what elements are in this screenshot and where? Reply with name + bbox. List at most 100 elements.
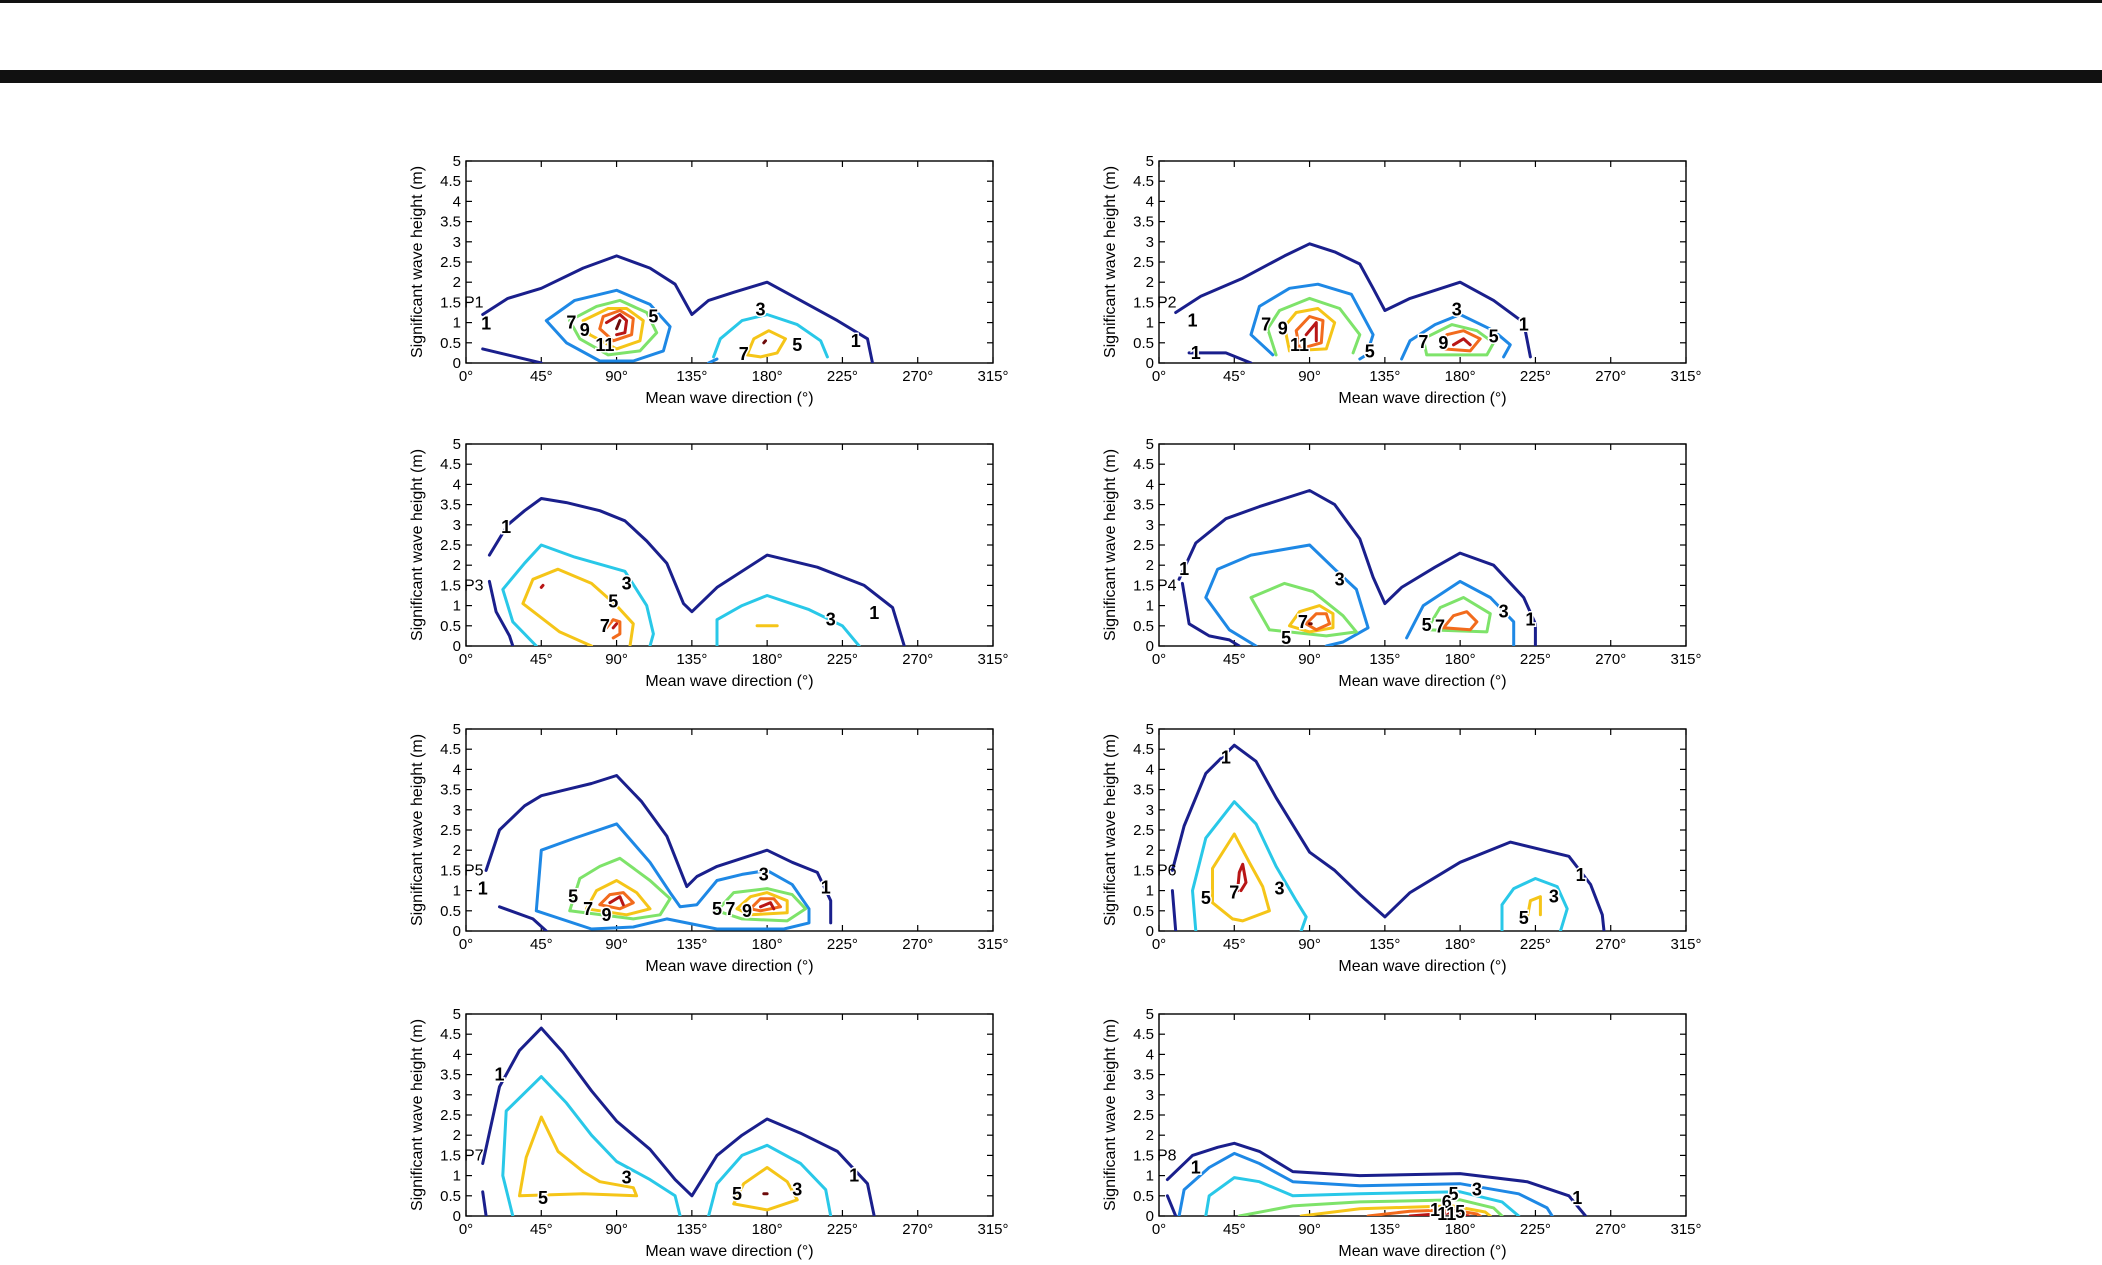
y-tick-label: 0 bbox=[453, 638, 461, 655]
y-tick-label: 3.5 bbox=[1133, 497, 1154, 514]
contour-label: 1 bbox=[1187, 311, 1197, 331]
x-tick-label: 135° bbox=[1369, 936, 1400, 953]
y-tick-label: 2 bbox=[453, 274, 461, 291]
y-tick-label: 3 bbox=[453, 1087, 461, 1104]
contour-line-level-5 bbox=[568, 298, 659, 357]
contour-group bbox=[481, 1026, 876, 1216]
contour-line-level-3 bbox=[1177, 1151, 1554, 1216]
y-tick-label: 0 bbox=[453, 923, 461, 940]
y-tick-label: 3.5 bbox=[1133, 782, 1154, 799]
contour-line-level-7 bbox=[1211, 832, 1271, 923]
panel-8: 0° 45° 90° 135° 180° 225° 270° 315° 0 0.5 1 1.5 2 2.5… bbox=[1102, 1006, 1702, 1260]
y-tick-label: 2 bbox=[1146, 1127, 1154, 1144]
contour-line-level-5 bbox=[1249, 581, 1358, 638]
contour-label: 7 bbox=[1229, 883, 1239, 903]
y-axis-title: Significant wave height (m) bbox=[409, 734, 426, 926]
contour-label: 5 bbox=[1422, 615, 1432, 635]
x-tick-label: 225° bbox=[1520, 651, 1551, 668]
contour-label: 3 bbox=[792, 1180, 802, 1200]
contour-label: 3 bbox=[755, 300, 765, 320]
contour-line-level-1 bbox=[1187, 351, 1253, 363]
contour-line-level-7 bbox=[1283, 307, 1337, 353]
y-tick-label: 5 bbox=[1146, 153, 1154, 170]
contour-label: 5 bbox=[568, 887, 578, 907]
y-tick-label: 2 bbox=[453, 557, 461, 574]
y-tick-label: 2 bbox=[1146, 557, 1154, 574]
x-tick-label: 0° bbox=[459, 368, 473, 385]
contour-line-level-1 bbox=[1177, 489, 1537, 646]
contour-label: 1 bbox=[1191, 343, 1201, 363]
contour-label: 3 bbox=[1335, 569, 1345, 589]
x-tick-label: 90° bbox=[1298, 368, 1321, 385]
y-tick-label: 3.5 bbox=[1133, 214, 1154, 231]
contour-label: 5 bbox=[792, 335, 802, 355]
top-rule-thin bbox=[0, 0, 2102, 3]
contour-line-level-3 bbox=[1405, 579, 1516, 646]
panel-6: 0° 45° 90° 135° 180° 225° 270° 315° 0 0.5 1 1.5 2 2.5… bbox=[1102, 721, 1702, 975]
contour-label: 6 bbox=[1442, 1192, 1452, 1212]
contour-label: 3 bbox=[1274, 879, 1284, 899]
contour-label: 9 bbox=[742, 901, 752, 921]
contour-line-level-7 bbox=[732, 1166, 799, 1212]
y-tick-label: 2 bbox=[1146, 274, 1154, 291]
y-tick-label: 1 bbox=[453, 598, 461, 615]
contour-label: 9 bbox=[1438, 333, 1448, 353]
y-tick-label: 1.5 bbox=[1133, 294, 1154, 311]
contour-line-level-3b bbox=[712, 313, 829, 359]
panel-tag: P4 bbox=[1157, 577, 1177, 594]
y-tick-label: 2 bbox=[1146, 842, 1154, 859]
x-axis-title: Mean wave direction (°) bbox=[1338, 390, 1506, 407]
contour-label: 5 bbox=[648, 307, 658, 327]
y-tick-label: 3.5 bbox=[440, 782, 461, 799]
contour-label: 7 bbox=[600, 616, 610, 636]
contour-line-level-7 bbox=[735, 891, 789, 917]
contour-label: 9 bbox=[1278, 319, 1288, 339]
contour-line-level-5 bbox=[1237, 1198, 1504, 1216]
x-tick-label: 315° bbox=[1670, 936, 1701, 953]
contour-line-level-1 bbox=[487, 497, 906, 646]
contour-line-level-11 bbox=[608, 895, 625, 907]
y-tick-label: 1.5 bbox=[440, 1147, 461, 1164]
y-tick-label: 2.5 bbox=[1133, 1107, 1154, 1124]
y-tick-label: 1 bbox=[453, 1168, 461, 1185]
contour-line-level-1 bbox=[1180, 581, 1241, 646]
contour-line-level-11 bbox=[605, 313, 629, 337]
x-tick-label: 315° bbox=[977, 936, 1008, 953]
contour-line-level-3 bbox=[707, 357, 719, 363]
contour-label: 5 bbox=[538, 1188, 548, 1208]
x-tick-label: 225° bbox=[827, 368, 858, 385]
contour-group bbox=[487, 497, 906, 646]
contour-label: 1 bbox=[1221, 747, 1231, 767]
contour-label: 1 bbox=[501, 517, 511, 537]
x-tick-label: 180° bbox=[752, 1221, 783, 1238]
x-tick-label: 45° bbox=[1223, 936, 1246, 953]
y-tick-label: 4.5 bbox=[440, 456, 461, 473]
panel-tag: P7 bbox=[464, 1147, 484, 1164]
x-tick-label: 135° bbox=[1369, 368, 1400, 385]
y-tick-label: 4 bbox=[1146, 193, 1154, 210]
y-tick-label: 0.5 bbox=[440, 903, 461, 920]
x-tick-label: 180° bbox=[752, 368, 783, 385]
contour-line-level-7 bbox=[1288, 604, 1335, 634]
x-tick-label: 135° bbox=[676, 651, 707, 668]
contour-line-level-5 bbox=[1421, 323, 1496, 357]
y-tick-label: 1 bbox=[1146, 598, 1154, 615]
y-axis-title: Significant wave height (m) bbox=[1102, 1019, 1119, 1211]
contour-line-level-1 bbox=[1165, 1194, 1178, 1216]
plot-area bbox=[1158, 728, 1687, 932]
x-tick-label: 135° bbox=[676, 936, 707, 953]
x-tick-label: 0° bbox=[1152, 936, 1166, 953]
x-tick-label: 225° bbox=[1520, 936, 1551, 953]
y-tick-label: 2 bbox=[453, 1127, 461, 1144]
contour-line-level-1 bbox=[481, 1026, 876, 1216]
contour-label: 1 bbox=[1179, 559, 1189, 579]
contour-line-level-7 bbox=[745, 329, 787, 359]
contour-line-level-5 bbox=[568, 856, 672, 921]
x-tick-label: 90° bbox=[1298, 936, 1321, 953]
x-tick-label: 315° bbox=[977, 368, 1008, 385]
y-tick-label: 1.5 bbox=[440, 294, 461, 311]
contour-label: 1 bbox=[1572, 1188, 1582, 1208]
contour-label: 7 bbox=[1261, 315, 1271, 335]
y-axis-title: Significant wave height (m) bbox=[409, 449, 426, 641]
